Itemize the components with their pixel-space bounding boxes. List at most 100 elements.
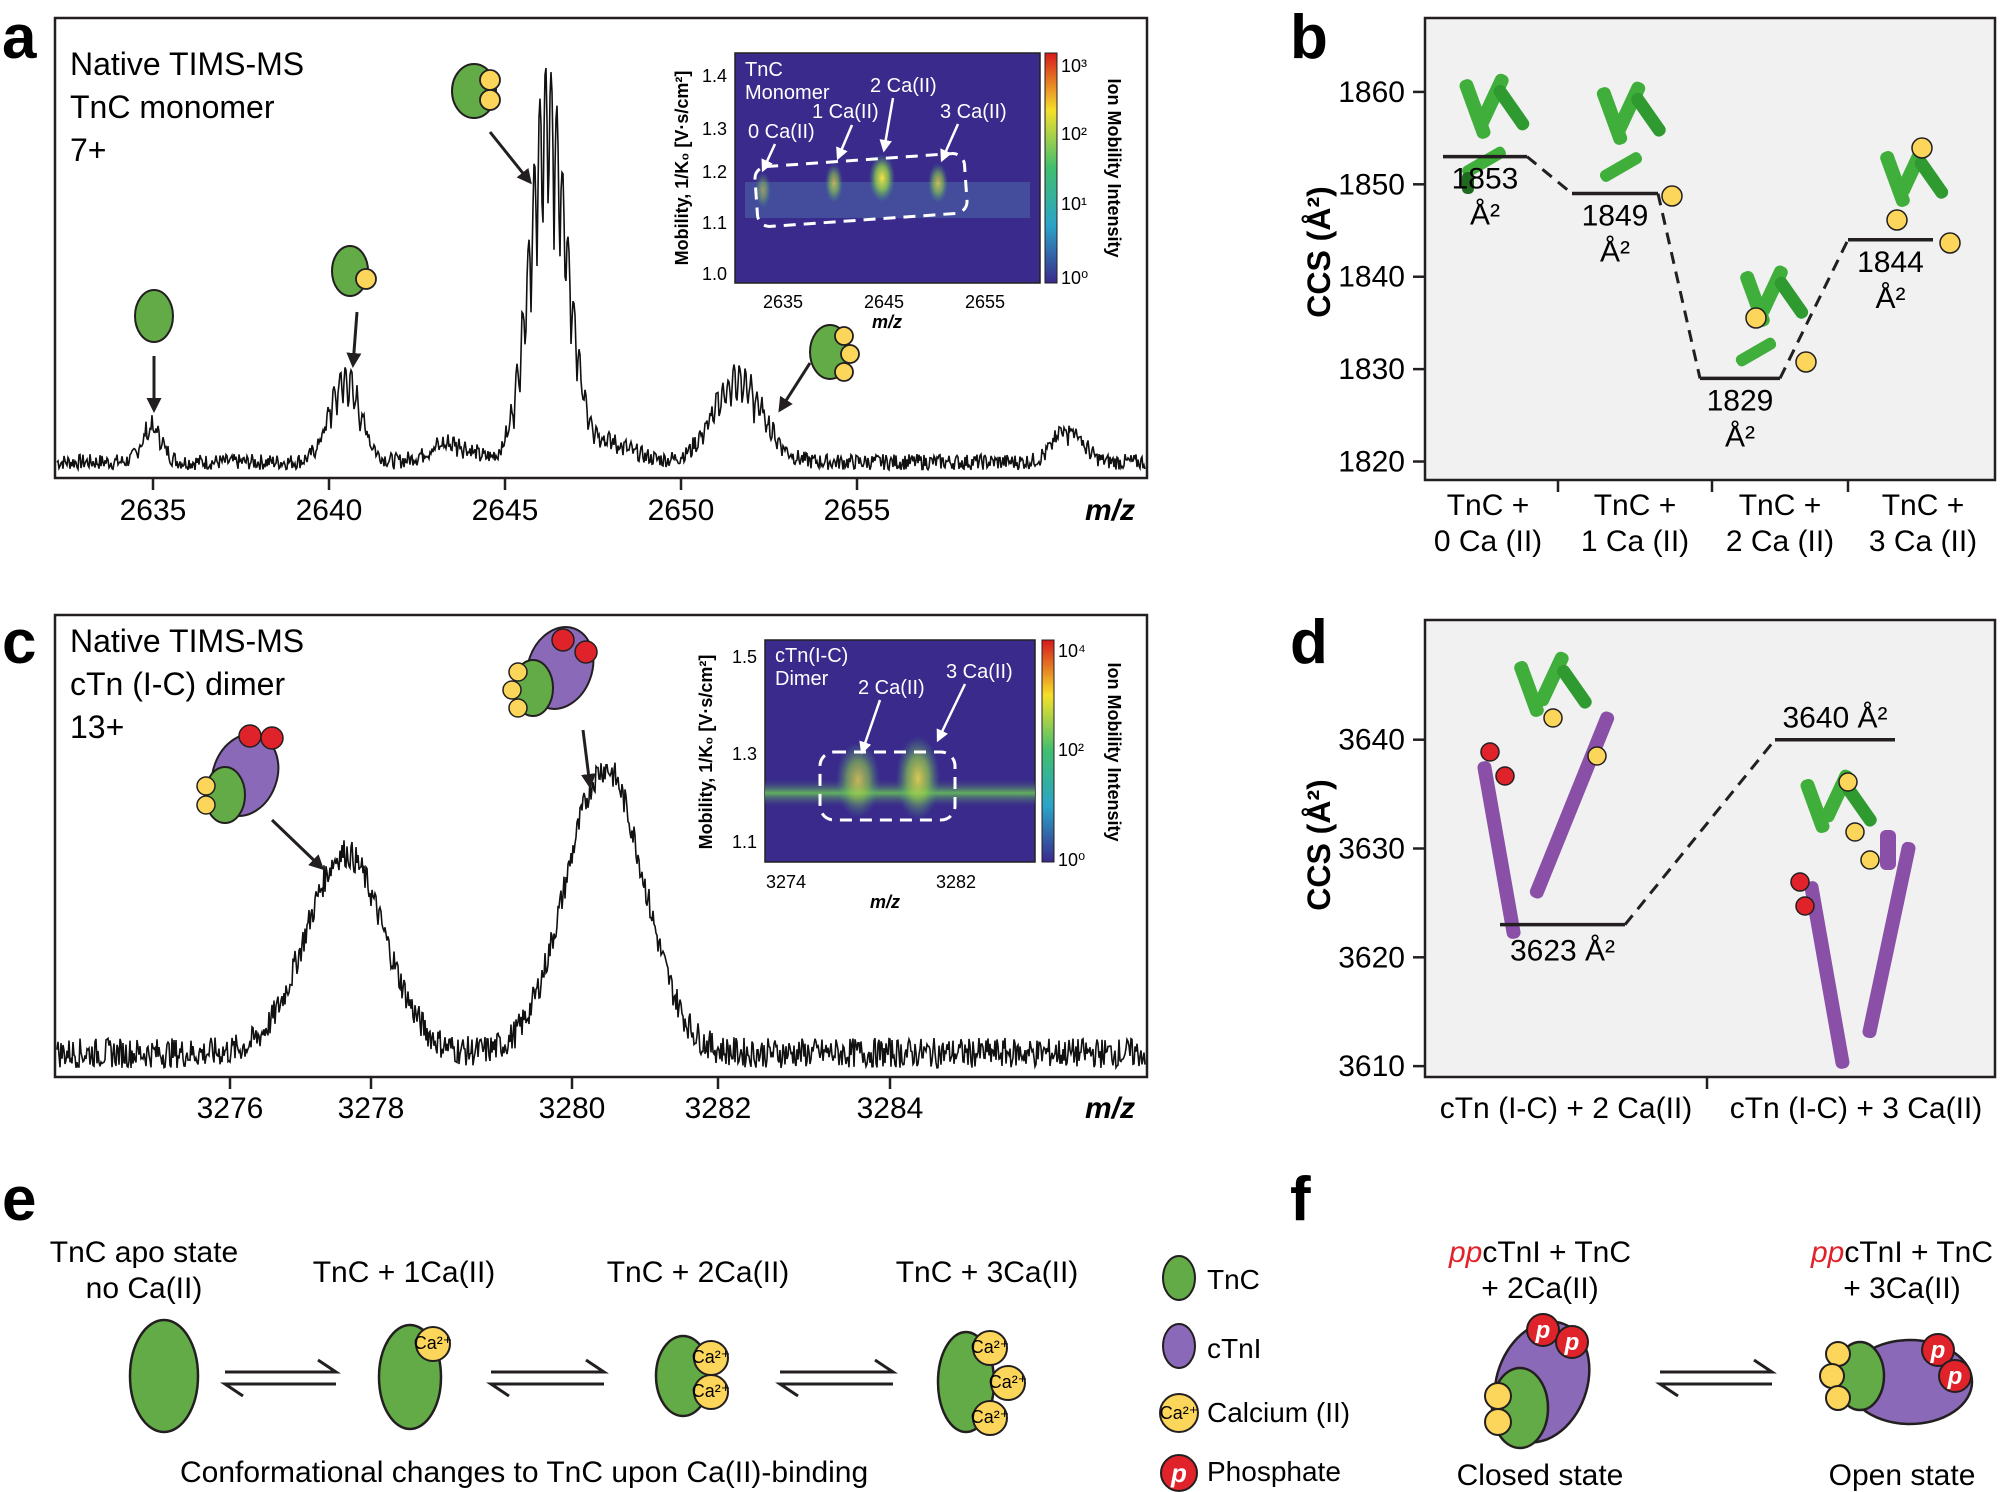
b-xlabel-line1: TnC + — [1447, 489, 1530, 522]
b-unit-label-1: Å² — [1600, 236, 1630, 269]
phosphate-icon — [238, 724, 262, 748]
panel-b: CCS (Å²) 1860 1850 1840 1830 1820 TnC + … — [1301, 16, 1997, 558]
a-arrow-1ca — [346, 311, 362, 368]
f-closed-cartoon: p p — [1484, 1313, 1591, 1450]
f-left-line2: + 2Ca(II) — [1481, 1272, 1599, 1305]
b-xlabel-line2: 0 Ca (II) — [1434, 525, 1542, 558]
ctni-helix — [1477, 761, 1521, 939]
calcium-icon — [1911, 137, 1933, 159]
c-arrow-3ca — [581, 729, 596, 789]
c-inset-ytick: 1.5 — [732, 647, 757, 667]
panel-d-y-label: CCS (Å²) — [1301, 779, 1337, 911]
f-left-line1: ppcTnI + TnC — [1448, 1236, 1631, 1269]
calcium-icon — [1939, 232, 1961, 254]
e-tnc-1ca: Ca²⁺ — [377, 1323, 452, 1431]
a-inset-spot — [755, 172, 771, 208]
phosphate-icon — [1795, 896, 1815, 916]
a-cartoon-2ca — [451, 63, 532, 185]
calcium-icon — [1661, 185, 1683, 207]
calcium-icon — [1860, 850, 1880, 870]
b-structure-1ca — [1596, 81, 1683, 207]
a-inset-arrow — [940, 123, 960, 163]
legend-ca-symbol: Ca²⁺ — [1160, 1403, 1199, 1423]
phosphate-icon — [1921, 1333, 1955, 1367]
b-unit-label-2: Å² — [1725, 420, 1755, 453]
calcium-icon — [355, 268, 377, 290]
d-ytick-label: 3630 — [1338, 833, 1405, 866]
b-xlabel-line2: 2 Ca (II) — [1726, 525, 1834, 558]
a-inset-spot — [869, 154, 895, 202]
legend-calcium-swatch — [1159, 1393, 1199, 1433]
d-structure-closed — [1477, 651, 1615, 939]
b-value-label-0: 1853 — [1452, 163, 1519, 196]
a-inset-dashed-box — [753, 152, 969, 228]
phosphate-symbol: p — [1535, 1317, 1551, 1344]
a-inset-ytick: 1.4 — [702, 66, 727, 86]
phosphate-icon — [1526, 1313, 1560, 1347]
c-inset-spot — [836, 742, 880, 818]
f-left-caption: Closed state — [1457, 1459, 1624, 1492]
phosphate-icon — [1495, 766, 1515, 786]
legend-phosphate-symbol: p — [1170, 1458, 1187, 1488]
d-structure-open — [1790, 769, 1916, 1069]
a-cbar-tick: 10¹ — [1061, 194, 1087, 214]
legend-tnc-label: TnC — [1207, 1264, 1260, 1295]
a-arrow-2ca — [488, 131, 532, 185]
c-xtick-label: 3284 — [857, 1092, 924, 1125]
panel-b-y-label: CCS (Å²) — [1301, 186, 1337, 318]
a-xtick-label: 2650 — [648, 494, 715, 527]
b-xlabel-line2: 1 Ca (II) — [1581, 525, 1689, 558]
calcium-icon — [502, 680, 522, 700]
panel-a-x-label: m/z — [1085, 494, 1135, 527]
helix-shape — [1774, 276, 1809, 319]
a-inset-spot — [825, 163, 843, 203]
a-inset-xtick: 2655 — [965, 292, 1005, 312]
panel-label-a: a — [2, 3, 37, 72]
calcium-icon — [693, 1374, 729, 1410]
b-ytick-label: 1860 — [1338, 76, 1405, 109]
panel-c-label-3: 13+ — [70, 709, 124, 745]
calcium-icon — [1819, 1363, 1845, 1389]
a-inset-ytick: 1.3 — [702, 119, 727, 139]
b-value-label-3: 1844 — [1857, 246, 1924, 279]
e-state-1-label: TnC + 1Ca(II) — [313, 1256, 496, 1289]
c-inset-xtick: 3282 — [936, 872, 976, 892]
legend-ctni-swatch — [1162, 1323, 1196, 1369]
a-inset-arrow — [836, 124, 854, 161]
e-tnc-apo — [128, 1318, 200, 1434]
panel-c-inset: cTn(I-C) Dimer 2 Ca(II) 3 Ca(II) 1.5 1.3… — [696, 639, 1124, 912]
panel-e: TnC apo state no Ca(II) TnC + 1Ca(II) Tn… — [50, 1236, 1079, 1489]
b-value-label-1: 1849 — [1582, 200, 1649, 233]
e-equilibrium-arrow-3 — [775, 1358, 898, 1398]
a-cbar-tick: 10² — [1061, 124, 1087, 144]
helix-shape — [1462, 172, 1474, 194]
calcium-icon — [196, 776, 216, 796]
calcium-icon — [479, 89, 501, 111]
ca-label: Ca²⁺ — [971, 1337, 1010, 1357]
ca-label: Ca²⁺ — [692, 1347, 731, 1367]
ctni-helix — [1880, 830, 1896, 870]
f-left-rest: cTnI + TnC — [1482, 1236, 1631, 1269]
legend-ctni-label: cTnI — [1207, 1333, 1261, 1364]
calcium-icon — [972, 1400, 1008, 1436]
calcium-icon — [972, 1330, 1008, 1366]
b-connector-line — [1526, 155, 1850, 380]
c-xtick-label: 3280 — [539, 1092, 606, 1125]
phosphate-icon — [1938, 1359, 1972, 1393]
a-cartoon-3ca — [778, 324, 860, 413]
ctni-helix — [1804, 881, 1850, 1069]
panel-label-f: f — [1290, 1165, 1311, 1234]
phosphate-icon — [1480, 742, 1500, 762]
b-xlabel-line1: TnC + — [1882, 489, 1965, 522]
helix-shape — [1462, 146, 1506, 178]
calcium-icon — [415, 1326, 451, 1362]
c-inset-ytick: 1.3 — [732, 744, 757, 764]
a-inset-spot — [928, 163, 948, 203]
a-inset-annot-0ca: 0 Ca(II) — [748, 121, 815, 143]
calcium-icon — [1845, 822, 1865, 842]
a-inset-xtick: 2645 — [864, 292, 904, 312]
c-inset-ytick: 1.1 — [732, 832, 757, 852]
a-inset-annot-3ca: 3 Ca(II) — [940, 101, 1007, 123]
a-xtick-label: 2645 — [472, 494, 539, 527]
c-inset-arrow — [859, 699, 882, 755]
